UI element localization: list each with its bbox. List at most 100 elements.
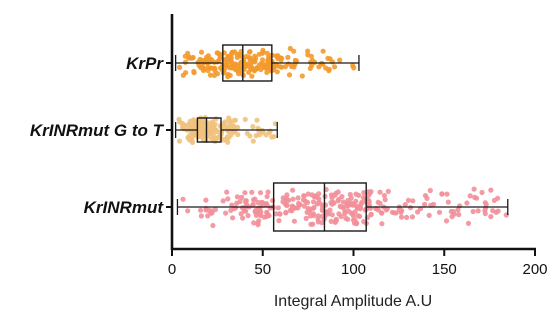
data-point xyxy=(268,67,274,73)
data-point xyxy=(257,190,264,196)
box-iqr xyxy=(272,182,367,232)
data-point xyxy=(257,132,263,138)
data-point xyxy=(272,63,278,69)
data-point xyxy=(290,204,296,210)
data-point xyxy=(271,134,277,140)
data-point xyxy=(383,207,389,213)
data-point xyxy=(382,197,388,203)
data-point xyxy=(183,70,189,76)
data-point xyxy=(244,202,250,208)
data-point xyxy=(238,211,244,217)
data-point xyxy=(326,68,332,74)
x-tick-label: 50 xyxy=(254,261,271,278)
data-point xyxy=(231,123,237,129)
data-point xyxy=(185,50,191,57)
data-point xyxy=(207,65,213,71)
data-point xyxy=(305,199,311,206)
data-point xyxy=(247,49,253,55)
data-point xyxy=(325,55,331,62)
data-point xyxy=(209,208,215,214)
data-point xyxy=(225,74,231,80)
data-point xyxy=(305,191,311,197)
data-point xyxy=(254,117,260,123)
data-point xyxy=(250,124,256,130)
data-point xyxy=(353,191,359,197)
data-point xyxy=(329,201,335,207)
category-label: KrINRmut xyxy=(84,198,165,217)
category-label: KrPr xyxy=(126,54,164,73)
data-point xyxy=(351,201,357,207)
data-point xyxy=(263,132,269,138)
data-point xyxy=(258,66,264,73)
data-point xyxy=(235,62,241,68)
data-point xyxy=(479,189,485,196)
data-point xyxy=(389,209,395,215)
data-point xyxy=(182,59,188,65)
data-point xyxy=(348,195,354,201)
data-point xyxy=(233,67,239,73)
data-point xyxy=(280,199,286,205)
data-point xyxy=(203,197,209,203)
data-point xyxy=(303,215,309,221)
data-point xyxy=(329,59,335,65)
data-point xyxy=(262,63,269,70)
data-point xyxy=(237,51,243,58)
data-point xyxy=(359,199,365,205)
data-point xyxy=(244,130,250,136)
data-point xyxy=(224,63,230,69)
data-point xyxy=(260,47,266,53)
data-point xyxy=(231,118,237,124)
data-point xyxy=(332,64,338,70)
data-point xyxy=(280,195,286,201)
data-point xyxy=(336,211,342,217)
data-point xyxy=(235,124,241,130)
data-point xyxy=(224,189,230,195)
data-point xyxy=(204,54,210,60)
data-point xyxy=(186,55,192,61)
data-point xyxy=(415,209,421,215)
data-point xyxy=(205,213,211,219)
data-point xyxy=(223,210,229,216)
data-point xyxy=(293,58,299,64)
data-point xyxy=(470,208,476,215)
data-point xyxy=(210,222,216,229)
data-point xyxy=(464,200,470,206)
x-tick-label: 150 xyxy=(432,261,457,278)
data-point xyxy=(450,209,456,215)
data-point xyxy=(495,208,501,214)
data-point xyxy=(217,52,223,58)
data-point xyxy=(176,138,183,144)
box-iqr xyxy=(222,44,273,82)
data-point xyxy=(455,207,461,213)
data-point xyxy=(319,213,325,219)
data-point xyxy=(225,123,231,129)
label-layer: KrPr KrINRmut G to T KrINRmut 0 50 100 150 200 xyxy=(30,54,548,278)
data-point xyxy=(307,59,314,65)
data-point xyxy=(248,61,254,67)
data-point xyxy=(368,212,374,218)
data-point xyxy=(232,49,238,55)
data-point xyxy=(265,212,271,218)
data-point xyxy=(381,192,387,199)
data-point xyxy=(190,117,197,123)
data-point xyxy=(355,203,361,210)
data-point xyxy=(251,220,257,226)
data-point xyxy=(329,212,335,218)
data-point xyxy=(226,134,232,140)
data-point xyxy=(225,196,231,202)
data-point xyxy=(197,131,203,137)
x-axis-title: Integral Amplitude A.U xyxy=(274,293,432,310)
data-point xyxy=(361,190,367,196)
data-point xyxy=(319,220,325,226)
data-point xyxy=(308,221,314,227)
data-point xyxy=(444,191,450,197)
category-label: KrINRmut G to T xyxy=(30,121,165,140)
data-point xyxy=(402,202,408,208)
data-point xyxy=(311,205,317,211)
data-point xyxy=(308,53,314,59)
data-point xyxy=(243,208,249,214)
data-point xyxy=(278,64,284,70)
data-point xyxy=(296,200,302,207)
data-point xyxy=(240,215,246,221)
data-point xyxy=(276,218,282,224)
